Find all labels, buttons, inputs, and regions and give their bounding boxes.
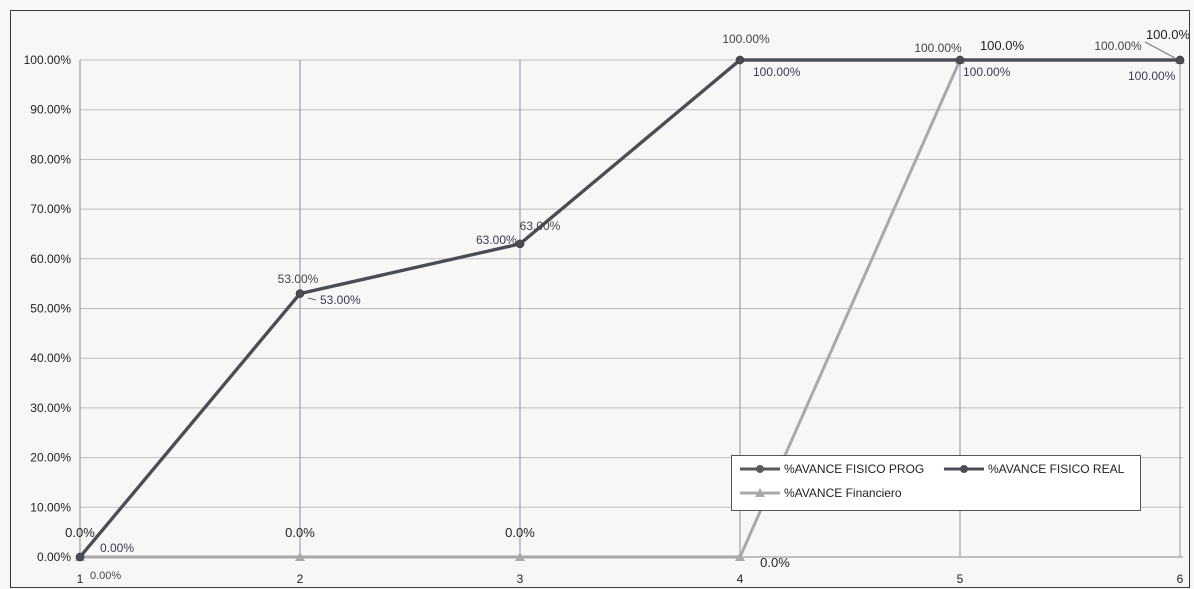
series-marker-2 — [735, 55, 745, 65]
data-label-real: 100.00% — [753, 65, 801, 79]
data-label-prog: 100.00% — [722, 32, 770, 46]
series-marker-2 — [295, 289, 305, 298]
series-marker-3 — [295, 552, 305, 561]
data-label-prog: 100.00% — [914, 41, 962, 55]
legend-item-prog: %AVANCE FISICO PROG — [740, 462, 924, 476]
x-tick-label: 2 — [297, 572, 304, 586]
label-leader-line — [1144, 41, 1176, 59]
legend-swatch-financiero — [740, 488, 780, 497]
y-tick-label: 50.00% — [30, 302, 71, 316]
x-tick-label: 6 — [1177, 572, 1184, 586]
y-tick-label: 0.00% — [37, 550, 71, 564]
series-marker-2 — [955, 55, 965, 65]
data-label-prog: 100.00% — [1094, 39, 1142, 53]
data-label-prog: 63.00% — [520, 219, 561, 233]
series-marker-3 — [735, 552, 745, 561]
legend-swatch-real — [944, 465, 984, 473]
legend-swatch-prog — [740, 465, 780, 473]
series-marker-2 — [75, 552, 85, 562]
x-tick-label: 1 — [77, 572, 84, 586]
y-tick-label: 80.00% — [30, 152, 71, 166]
y-tick-label: 20.00% — [30, 451, 71, 465]
legend-label-prog: %AVANCE FISICO PROG — [784, 462, 925, 476]
data-label-financiero: 100.0% — [980, 38, 1025, 53]
legend-item-real: %AVANCE FISICO REAL — [944, 462, 1124, 476]
series-line-2 — [78, 58, 1180, 559]
data-label-real: 53.00% — [320, 293, 361, 307]
data-label-financiero: 0.0% — [505, 525, 535, 540]
data-label-financiero: 0.0% — [760, 555, 790, 570]
data-label-financiero: 0.0% — [285, 525, 315, 540]
series-marker-2 — [515, 239, 525, 249]
data-label-real: 63.00% — [476, 233, 517, 247]
y-tick-label: 40.00% — [30, 351, 71, 365]
legend-item-financiero: %AVANCE Financiero — [740, 486, 902, 500]
series-marker-3 — [515, 552, 525, 561]
y-tick-label: 70.00% — [30, 202, 71, 216]
data-label-real: 100.00% — [1128, 69, 1176, 83]
data-label-real: 100.00% — [963, 65, 1011, 79]
data-label-real: 0.00% — [100, 541, 134, 555]
y-tick-label: 90.00% — [30, 103, 71, 117]
y-tick-label: 10.00% — [30, 500, 71, 514]
x-tick-label: 4 — [737, 572, 744, 586]
legend-label-financiero: %AVANCE Financiero — [784, 486, 902, 500]
x-tick-label: 3 — [517, 572, 524, 586]
legend: %AVANCE FISICO PROG %AVANCE FISICO REAL … — [731, 455, 1141, 511]
series-marker-2 — [1175, 55, 1185, 65]
y-tick-label: 60.00% — [30, 252, 71, 266]
label-leader-line — [307, 297, 317, 301]
y-tick-label: 100.00% — [24, 53, 72, 67]
data-label-financiero: 100.0% — [1146, 27, 1191, 42]
data-label-prog: 0.00% — [90, 570, 121, 582]
x-tick-label: 5 — [957, 572, 964, 586]
data-label-financiero: 0.0% — [65, 525, 95, 540]
data-label-prog: 53.00% — [278, 272, 319, 286]
legend-label-real: %AVANCE FISICO REAL — [988, 462, 1125, 476]
y-tick-label: 30.00% — [30, 401, 71, 415]
